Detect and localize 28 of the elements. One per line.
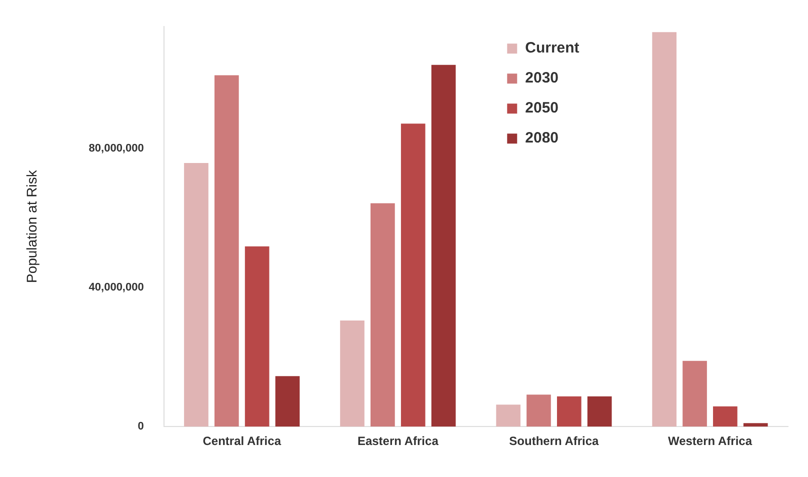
x-tick-label: Central Africa [202,434,282,448]
y-tick-label: 0 [138,420,144,433]
legend-label: Current [525,40,580,57]
bar [496,404,520,427]
x-tick-label: Southern Africa [509,434,600,448]
bar [743,423,768,427]
bar [400,124,426,427]
bar [340,320,364,427]
x-tick-label: Eastern Africa [357,434,439,448]
bar [713,406,738,427]
bar [184,162,208,427]
bar [214,75,239,427]
legend-label: 2050 [525,100,559,117]
bar [526,394,551,427]
bar [587,396,612,427]
bar [652,32,677,427]
bar [556,396,582,427]
x-tick-label: Western Africa [668,434,752,448]
bar [682,360,707,427]
y-tick-label: 40,000,000 [88,282,144,294]
legend-label: 2080 [525,130,559,147]
bar [275,376,300,427]
y-axis-title: Population at Risk [23,169,40,284]
y-tick-label: 80,000,000 [88,142,144,154]
bar [370,203,395,427]
legend-label: 2030 [525,70,559,87]
bar [244,246,270,427]
bar [431,64,456,427]
